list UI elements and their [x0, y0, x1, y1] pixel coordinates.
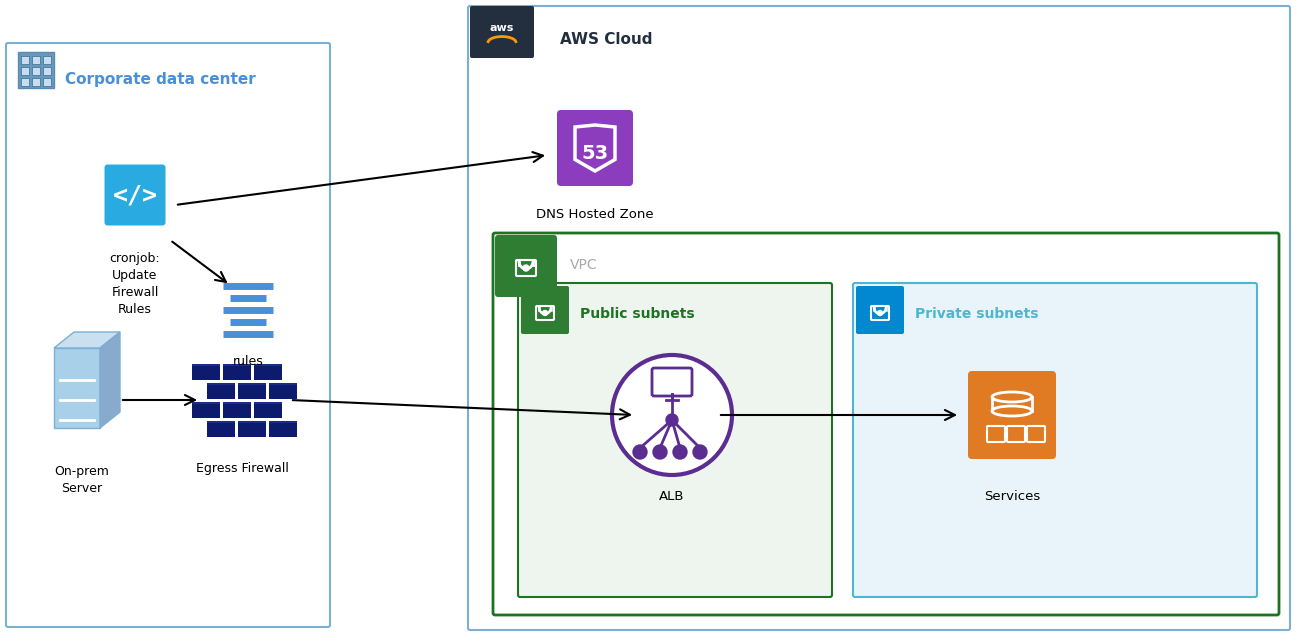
FancyBboxPatch shape — [557, 110, 633, 186]
Bar — [191, 363, 220, 379]
Bar — [254, 401, 283, 404]
Bar — [270, 421, 297, 422]
Circle shape — [543, 310, 548, 316]
FancyBboxPatch shape — [967, 371, 1056, 459]
Text: cronjob:
Update
Firewall
Rules: cronjob: Update Firewall Rules — [109, 252, 160, 316]
FancyBboxPatch shape — [855, 286, 904, 334]
FancyBboxPatch shape — [1006, 426, 1025, 442]
Circle shape — [673, 445, 687, 459]
Bar — [270, 421, 297, 437]
Text: Private subnets: Private subnets — [915, 307, 1039, 321]
Bar — [33, 67, 40, 75]
Bar — [270, 383, 297, 399]
Bar — [223, 401, 251, 417]
Bar — [21, 56, 29, 64]
Bar — [238, 421, 266, 437]
FancyBboxPatch shape — [987, 426, 1005, 442]
FancyBboxPatch shape — [652, 368, 691, 396]
Polygon shape — [100, 332, 120, 428]
Text: Corporate data center: Corporate data center — [65, 72, 255, 87]
FancyBboxPatch shape — [516, 260, 536, 276]
Text: ALB: ALB — [659, 490, 685, 503]
Bar — [191, 363, 220, 366]
Text: Public subnets: Public subnets — [579, 307, 695, 321]
Text: AWS Cloud: AWS Cloud — [560, 32, 652, 47]
Circle shape — [878, 310, 883, 316]
Text: aws: aws — [490, 23, 514, 33]
Bar — [207, 421, 234, 437]
Bar — [254, 401, 283, 417]
Bar — [18, 52, 53, 88]
Bar — [191, 401, 220, 417]
Bar — [238, 421, 266, 422]
FancyBboxPatch shape — [518, 283, 832, 597]
Bar — [21, 67, 29, 75]
Text: DNS Hosted Zone: DNS Hosted Zone — [536, 208, 654, 221]
FancyBboxPatch shape — [470, 6, 534, 58]
FancyBboxPatch shape — [853, 283, 1256, 597]
FancyBboxPatch shape — [1027, 426, 1046, 442]
FancyBboxPatch shape — [871, 306, 889, 320]
Text: rules: rules — [233, 355, 263, 368]
FancyBboxPatch shape — [7, 43, 329, 627]
Bar — [270, 383, 297, 384]
FancyBboxPatch shape — [521, 286, 569, 334]
Bar — [191, 401, 220, 404]
Bar — [238, 383, 266, 384]
Bar — [207, 421, 234, 422]
Bar — [223, 363, 251, 379]
Circle shape — [633, 445, 647, 459]
Bar — [254, 363, 283, 366]
Polygon shape — [53, 348, 100, 428]
Bar — [207, 383, 234, 399]
Bar — [33, 56, 40, 64]
Circle shape — [693, 445, 707, 459]
Circle shape — [523, 265, 529, 271]
FancyBboxPatch shape — [493, 233, 1279, 615]
Bar — [223, 363, 251, 366]
Bar — [207, 383, 234, 384]
Circle shape — [654, 445, 667, 459]
Bar — [21, 78, 29, 86]
FancyBboxPatch shape — [536, 306, 553, 320]
Bar — [43, 78, 51, 86]
FancyBboxPatch shape — [467, 6, 1290, 630]
Text: VPC: VPC — [570, 258, 598, 272]
Text: </>: </> — [112, 183, 158, 207]
Bar — [33, 78, 40, 86]
Bar — [223, 401, 251, 404]
Text: Egress Firewall: Egress Firewall — [195, 462, 289, 475]
Text: Services: Services — [984, 490, 1040, 503]
Circle shape — [667, 414, 678, 426]
Bar — [43, 67, 51, 75]
Polygon shape — [53, 332, 120, 348]
Text: On-prem
Server: On-prem Server — [55, 465, 109, 495]
FancyBboxPatch shape — [104, 164, 165, 225]
Ellipse shape — [612, 355, 732, 475]
Bar — [238, 383, 266, 399]
Text: 53: 53 — [582, 144, 608, 162]
FancyBboxPatch shape — [495, 235, 557, 297]
Bar — [43, 56, 51, 64]
Bar — [254, 363, 283, 379]
